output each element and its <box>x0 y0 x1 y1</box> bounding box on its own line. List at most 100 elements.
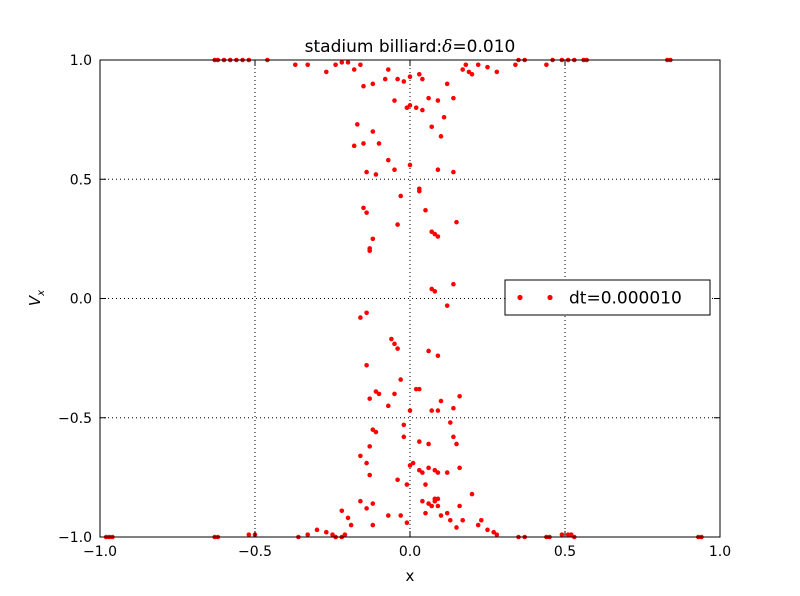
legend-label: dt=0.000010 <box>569 289 682 309</box>
data-point <box>475 62 481 68</box>
data-point <box>460 67 466 72</box>
data-point <box>373 172 379 177</box>
data-point <box>364 169 369 175</box>
data-point <box>438 513 444 518</box>
data-point <box>361 141 366 146</box>
data-point <box>373 429 379 435</box>
data-point <box>370 236 376 242</box>
data-point <box>351 143 357 149</box>
data-point <box>429 503 435 509</box>
data-point <box>401 434 407 440</box>
data-point <box>395 346 400 351</box>
data-point <box>339 60 345 65</box>
data-point <box>358 62 363 68</box>
data-point <box>429 124 435 130</box>
data-point <box>475 522 481 528</box>
x-tick-label: 0.5 <box>554 544 576 560</box>
data-point <box>435 234 441 239</box>
y-tick-label: 1.0 <box>70 53 92 69</box>
y-tick-label: −0.5 <box>58 411 92 427</box>
data-point <box>417 467 422 473</box>
data-point <box>395 76 400 82</box>
data-point <box>494 69 500 75</box>
data-point <box>376 141 382 146</box>
data-point <box>417 188 422 194</box>
data-point <box>460 518 466 523</box>
data-point <box>370 522 376 528</box>
data-point <box>351 67 357 72</box>
x-tick-label: 0.0 <box>399 544 421 560</box>
data-point <box>559 532 565 537</box>
data-point <box>404 105 410 110</box>
data-point <box>404 520 410 525</box>
data-point <box>426 348 431 354</box>
data-point <box>339 508 345 514</box>
data-point <box>324 69 329 75</box>
data-point <box>435 408 441 413</box>
data-point <box>432 467 438 473</box>
data-point <box>413 105 419 110</box>
data-point <box>438 398 444 404</box>
data-point <box>448 420 453 425</box>
data-point <box>398 377 404 382</box>
data-point <box>370 129 376 134</box>
data-point <box>395 222 400 227</box>
data-point <box>407 463 413 468</box>
data-point <box>420 76 425 82</box>
data-point <box>305 532 311 537</box>
data-point <box>386 513 391 518</box>
data-point <box>479 518 484 523</box>
data-point <box>435 496 441 502</box>
data-point <box>401 422 407 428</box>
axis-ticks: −1.0 −0.5 0.0 0.5 1.0 −1.0 −0.5 0.0 0.5 1.0 <box>58 53 731 560</box>
data-point <box>429 229 435 235</box>
y-tick-label: −1.0 <box>58 530 92 546</box>
data-point <box>494 532 500 537</box>
data-point <box>373 389 379 394</box>
data-point <box>364 310 369 316</box>
data-point <box>342 532 348 537</box>
data-point <box>491 529 497 535</box>
data-point <box>364 460 369 466</box>
data-point <box>451 95 456 101</box>
data-point <box>392 391 397 397</box>
data-point <box>485 64 490 70</box>
data-point <box>333 62 338 68</box>
data-point <box>423 510 428 516</box>
data-point <box>420 498 425 504</box>
legend: dt=0.000010 <box>504 279 711 316</box>
data-point <box>435 353 441 359</box>
data-point <box>426 465 431 471</box>
data-point <box>417 386 422 392</box>
data-point <box>568 532 574 537</box>
data-point <box>382 76 388 82</box>
data-point <box>444 470 450 475</box>
y-axis-label: Vx <box>26 290 47 306</box>
data-point <box>358 453 363 459</box>
data-point <box>451 434 456 440</box>
legend-marker-left <box>517 294 523 301</box>
data-point <box>370 81 376 87</box>
data-point <box>392 341 397 347</box>
data-point <box>345 515 351 521</box>
data-point <box>398 193 404 199</box>
data-point <box>364 210 369 215</box>
data-point <box>358 315 363 320</box>
data-point <box>420 107 425 113</box>
x-tick-label: 1.0 <box>709 544 731 560</box>
x-axis-label: x <box>406 567 415 585</box>
data-point <box>407 74 413 79</box>
data-point <box>417 72 422 77</box>
legend-marker-right <box>547 294 553 301</box>
data-point <box>423 207 428 213</box>
x-tick-label: −0.5 <box>238 544 272 560</box>
data-point <box>392 167 397 173</box>
data-point <box>364 506 369 511</box>
data-point <box>485 527 490 533</box>
data-point <box>314 527 320 533</box>
data-point <box>469 491 475 497</box>
data-point <box>367 396 373 401</box>
data-point <box>395 477 400 483</box>
data-point <box>429 286 435 292</box>
data-point <box>348 522 354 528</box>
